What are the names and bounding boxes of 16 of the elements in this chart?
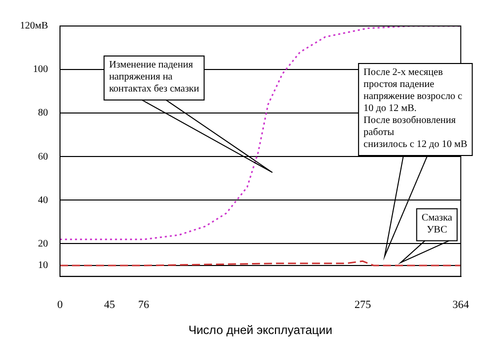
y-tick-label: 60 bbox=[38, 151, 48, 162]
x-tick-label: 275 bbox=[354, 298, 372, 311]
y-tick-label: 10 bbox=[38, 260, 48, 272]
y-tick-label: 40 bbox=[38, 194, 48, 206]
y-tick-label: 120мВ bbox=[20, 20, 48, 32]
annotation: Изменение падения напряжения на контактах без смазки bbox=[109, 60, 200, 95]
x-tick-label: 364 bbox=[452, 298, 470, 311]
annotation: Смазка УВС bbox=[422, 212, 453, 236]
y-tick-label: 20 bbox=[38, 238, 48, 250]
x-axis-title: Число дней эксплуатации bbox=[188, 323, 332, 338]
x-tick-label: 76 bbox=[138, 298, 150, 311]
x-tick-label: 0 bbox=[57, 298, 64, 311]
y-tick-label: 80 bbox=[38, 108, 48, 119]
annotation: После 2-х месяцев простоя падение напряжение возросло с 10 до 12 мВ. После возобновления работы снизилось с 12 до 10 мВ bbox=[364, 67, 468, 150]
y-tick-label: 100 bbox=[33, 64, 48, 76]
x-tick-label: 45 bbox=[104, 298, 116, 311]
